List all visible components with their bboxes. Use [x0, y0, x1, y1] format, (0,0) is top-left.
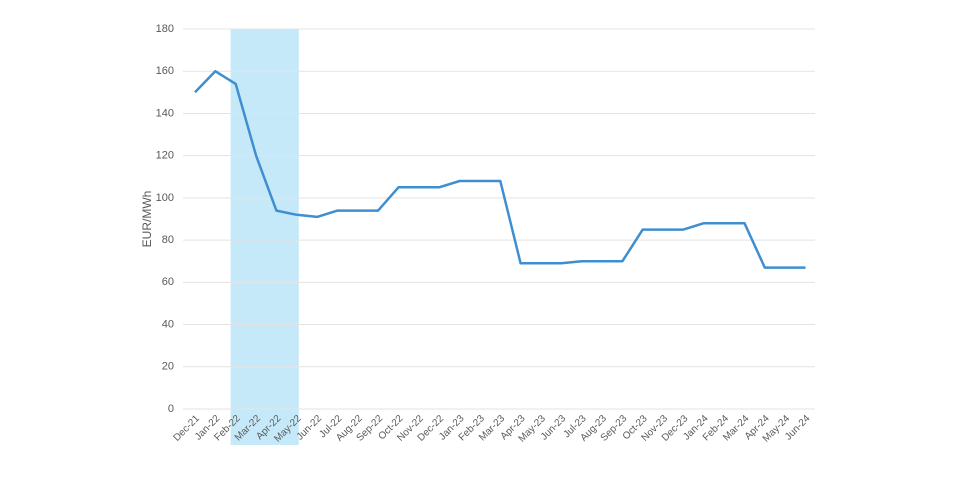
y-tick-label: 0: [168, 403, 174, 415]
y-tick-label: 20: [162, 361, 174, 373]
y-axis-label: EUR/MWh: [140, 191, 154, 248]
y-tick-label: 100: [156, 192, 174, 204]
y-tick-label: 120: [156, 150, 174, 162]
data-line: [194, 69, 806, 269]
y-tick-label: 180: [156, 23, 174, 35]
y-tick-label: 80: [162, 234, 174, 246]
y-tick-label: 40: [162, 318, 174, 330]
highlight-band: [230, 29, 299, 445]
y-tick-label: 160: [156, 65, 174, 77]
y-tick-label: 140: [156, 107, 174, 119]
y-tick-label: 60: [162, 276, 174, 288]
